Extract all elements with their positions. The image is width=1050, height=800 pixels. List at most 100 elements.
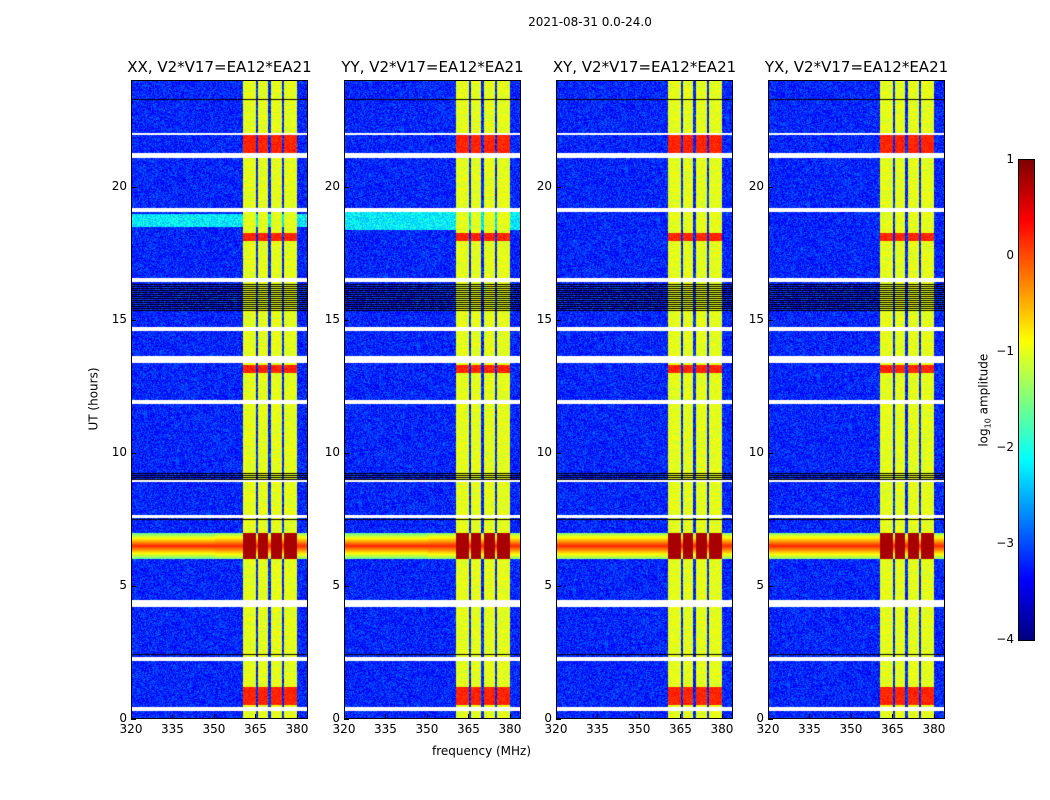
y-tick-label: 15 <box>111 311 127 326</box>
y-tick-mark <box>131 186 136 188</box>
y-tick-label: 10 <box>324 444 340 459</box>
x-axis-label: frequency (MHz) <box>432 744 532 758</box>
y-tick-label: 5 <box>544 577 552 592</box>
panel-title: YY, V2*V17=EA12*EA21 <box>341 58 524 76</box>
x-tick-mark <box>680 714 682 719</box>
y-tick-mark <box>344 186 349 188</box>
y-tick-mark <box>344 585 349 587</box>
y-tick-label: 20 <box>111 178 127 193</box>
y-tick-mark <box>768 585 773 587</box>
y-axis-label: UT (hours) <box>86 367 101 431</box>
y-tick-label: 5 <box>119 577 127 592</box>
x-tick-mark <box>468 714 470 719</box>
x-tick-label: 335 <box>798 722 821 736</box>
x-tick-mark <box>344 714 345 719</box>
x-tick-mark <box>385 714 387 719</box>
y-tick-mark <box>768 319 773 321</box>
y-tick-label: 15 <box>324 311 340 326</box>
x-tick-label: 350 <box>839 722 863 736</box>
panel-title: XX, V2*V17=EA12*EA21 <box>127 58 312 76</box>
x-tick-label: 335 <box>374 722 397 736</box>
y-tick-label: 5 <box>756 577 764 592</box>
x-tick-mark <box>933 714 935 719</box>
y-tick-label: 10 <box>748 444 764 459</box>
y-tick-mark <box>344 319 349 321</box>
y-tick-label: 0 <box>544 711 552 725</box>
x-tick-mark <box>426 714 428 719</box>
x-tick-mark <box>213 714 215 719</box>
colorbar-tick-label: −4 <box>996 632 1014 646</box>
x-tick-label: 320 <box>332 722 356 736</box>
x-tick-label: 335 <box>161 722 184 736</box>
y-tick-label: 0 <box>119 711 127 725</box>
y-tick-mark <box>131 585 136 587</box>
y-tick-mark <box>768 186 773 188</box>
figure-title: 2021-08-31 0.0-24.0 <box>528 15 652 29</box>
x-tick-label: 350 <box>202 722 226 736</box>
x-tick-label: 320 <box>544 722 568 736</box>
colorbar-label: log10 amplitude <box>976 354 992 447</box>
colorbar-tick-label: 0 <box>1006 248 1014 262</box>
x-tick-label: 380 <box>922 722 946 736</box>
heatmap-panel-yx <box>768 80 945 719</box>
y-tick-label: 15 <box>536 311 552 326</box>
x-tick-mark <box>296 714 298 719</box>
heatmap-panel-xy <box>556 80 733 719</box>
x-tick-mark <box>131 714 132 719</box>
heatmap-image <box>345 81 520 718</box>
x-tick-mark <box>850 714 852 719</box>
y-tick-mark <box>556 719 561 720</box>
heatmap-panel-xx <box>131 80 308 719</box>
colorbar-tick-label: −2 <box>996 440 1014 454</box>
x-tick-mark <box>638 714 640 719</box>
x-tick-mark <box>721 714 723 719</box>
y-tick-label: 10 <box>536 444 552 459</box>
y-tick-mark <box>556 186 561 188</box>
x-tick-label: 365 <box>457 722 480 736</box>
y-tick-label: 5 <box>332 577 340 592</box>
x-tick-mark <box>556 714 557 719</box>
colorbar-label-prefix: log <box>976 428 991 447</box>
y-tick-label: 20 <box>536 178 552 193</box>
x-tick-label: 380 <box>285 722 309 736</box>
y-tick-label: 0 <box>756 711 764 725</box>
y-tick-label: 10 <box>111 444 127 459</box>
x-tick-label: 350 <box>627 722 651 736</box>
y-tick-mark <box>556 452 561 454</box>
y-tick-mark <box>556 319 561 321</box>
y-tick-mark <box>131 719 136 720</box>
x-tick-label: 380 <box>498 722 522 736</box>
colorbar-label-suffix: amplitude <box>976 353 991 419</box>
y-tick-label: 20 <box>748 178 764 193</box>
colorbar-label-subscript: 10 <box>983 418 993 429</box>
x-tick-mark <box>768 714 769 719</box>
heatmap-panel-yy <box>344 80 521 719</box>
y-tick-mark <box>344 719 349 720</box>
y-tick-label: 15 <box>748 311 764 326</box>
panel-title: YX, V2*V17=EA12*EA21 <box>764 58 949 76</box>
x-tick-mark <box>172 714 174 719</box>
x-tick-label: 350 <box>415 722 439 736</box>
x-tick-label: 365 <box>244 722 267 736</box>
y-tick-label: 0 <box>332 711 340 725</box>
colorbar-tick-label: −3 <box>996 536 1014 550</box>
y-tick-mark <box>556 585 561 587</box>
x-tick-mark <box>597 714 599 719</box>
x-tick-label: 380 <box>710 722 734 736</box>
x-tick-mark <box>509 714 511 719</box>
x-tick-label: 320 <box>756 722 780 736</box>
colorbar-gradient <box>1019 160 1034 640</box>
x-tick-label: 365 <box>881 722 904 736</box>
heatmap-image <box>557 81 732 718</box>
colorbar <box>1018 159 1035 641</box>
panel-title: XY, V2*V17=EA12*EA21 <box>552 58 737 76</box>
y-tick-mark <box>131 319 136 321</box>
colorbar-tick-label: −1 <box>996 344 1014 358</box>
x-tick-label: 335 <box>586 722 609 736</box>
heatmap-image <box>132 81 307 718</box>
x-tick-mark <box>892 714 894 719</box>
y-tick-mark <box>344 452 349 454</box>
y-tick-label: 20 <box>324 178 340 193</box>
y-tick-mark <box>768 452 773 454</box>
x-tick-label: 320 <box>119 722 143 736</box>
